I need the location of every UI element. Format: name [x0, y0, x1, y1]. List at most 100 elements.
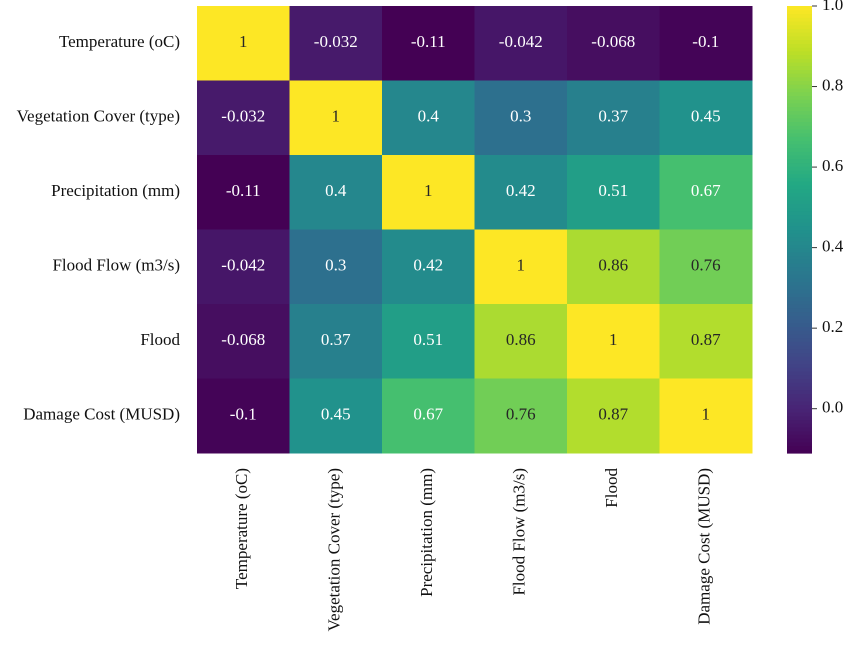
heatmap-cell — [659, 155, 753, 230]
cell-value-label: 0.45 — [691, 107, 721, 126]
heatmap-cell — [474, 378, 568, 454]
colorbar-slice — [787, 356, 812, 361]
colorbar-slice — [787, 296, 812, 301]
colorbar-slice — [787, 374, 812, 380]
heatmap-cell — [474, 304, 568, 379]
cell-value-label: -0.042 — [221, 256, 265, 275]
x-tick-label: Vegetation Cover (type) — [325, 468, 344, 631]
y-tick-label: Flood Flow (m3/s) — [52, 256, 180, 275]
cell-value-label: 1 — [239, 32, 248, 51]
colorbar-slice — [787, 169, 812, 175]
colorbar-slice — [787, 255, 812, 260]
cell-value-label: -0.042 — [499, 32, 543, 51]
cell-value-label: 0.76 — [506, 405, 536, 424]
cell-value-label: 0.86 — [506, 330, 536, 349]
colorbar-slice — [787, 199, 812, 205]
cell-value-label: 0.86 — [598, 256, 628, 275]
cell-value-label: 0.87 — [598, 405, 628, 424]
heatmap-cell — [289, 6, 383, 81]
heatmap-cell — [474, 229, 568, 305]
colorbar-slice — [787, 408, 812, 413]
colorbar-slice — [787, 162, 812, 167]
colorbar-slice — [787, 143, 812, 149]
colorbar-slice — [787, 173, 812, 178]
colorbar-slice — [787, 106, 812, 111]
heatmap-cell — [289, 80, 383, 156]
heatmap-cell — [567, 378, 660, 454]
colorbar-slice — [787, 218, 812, 223]
colorbar-slice — [787, 233, 812, 238]
colorbar-slice — [787, 132, 812, 137]
cell-value-label: 0.87 — [691, 330, 721, 349]
colorbar-slice — [787, 277, 812, 283]
colorbar-slice — [787, 158, 812, 164]
heatmap-cell — [382, 6, 475, 81]
cell-value-label: 0.37 — [598, 107, 628, 126]
colorbar-slice — [787, 80, 812, 85]
heatmap-cell — [567, 80, 660, 156]
colorbar-slice — [787, 352, 812, 357]
colorbar-slice — [787, 285, 812, 290]
heatmap-cell — [567, 155, 660, 230]
colorbar-slice — [787, 419, 812, 424]
colorbar-slice — [787, 322, 812, 327]
cell-value-label: 0.45 — [321, 405, 351, 424]
colorbar-slice — [787, 28, 812, 33]
y-tick-label: Temperature (oC) — [59, 32, 180, 51]
colorbar-slice — [787, 426, 812, 432]
colorbar-slice — [787, 244, 812, 249]
colorbar-slice — [787, 248, 812, 253]
cell-value-label: 1 — [609, 330, 618, 349]
colorbar-slice — [787, 117, 812, 123]
y-tick-label: Flood — [140, 330, 180, 349]
colorbar-slice — [787, 311, 812, 316]
colorbar-slice — [787, 445, 812, 450]
colorbar-slice — [787, 102, 812, 108]
heatmap-cell — [382, 378, 475, 454]
colorbar-slice — [787, 412, 812, 417]
heatmap-cell — [474, 80, 568, 156]
colorbar-slice — [787, 430, 812, 435]
heatmap-cell — [659, 304, 753, 379]
cell-value-label: 0.42 — [506, 181, 536, 200]
colorbar-slice — [787, 397, 812, 402]
colorbar-slice — [787, 438, 812, 443]
colorbar-slice — [787, 404, 812, 409]
colorbar-slice — [787, 222, 812, 227]
colorbar-slice — [787, 263, 812, 268]
colorbar-slice — [787, 195, 812, 201]
colorbar-slice — [787, 147, 812, 152]
x-tick-label: Flood Flow (m3/s) — [510, 468, 529, 596]
cell-value-label: -0.068 — [591, 32, 635, 51]
colorbar-slice — [787, 307, 812, 313]
colorbar-tick-label: 0.2 — [822, 317, 843, 336]
colorbar-slice — [787, 58, 812, 63]
colorbar-slice — [787, 91, 812, 96]
heatmap-cell — [567, 6, 660, 81]
colorbar-slice — [787, 318, 812, 324]
cell-value-label: -0.1 — [230, 405, 257, 424]
colorbar-slice — [787, 207, 812, 212]
heatmap-cell — [659, 378, 753, 454]
colorbar-slice — [787, 289, 812, 294]
colorbar-slice — [787, 292, 812, 298]
cell-value-label: 0.4 — [418, 107, 440, 126]
heatmap-cell — [197, 80, 290, 156]
cell-value-label: 0.67 — [413, 405, 443, 424]
colorbar-slice — [787, 9, 812, 15]
heatmap-cell — [474, 155, 568, 230]
heatmap-cell — [197, 155, 290, 230]
heatmap-cell — [659, 80, 753, 156]
colorbar-slice — [787, 128, 812, 134]
colorbar-slice — [787, 393, 812, 398]
colorbar-slice — [787, 73, 812, 78]
colorbar-slice — [787, 136, 812, 141]
colorbar-slice — [787, 32, 812, 37]
colorbar-slice — [787, 69, 812, 74]
cell-value-label: -0.11 — [226, 181, 261, 200]
heatmap-cell — [659, 6, 753, 81]
colorbar-tick-label: 0.4 — [822, 237, 844, 256]
heatmap-cell — [382, 155, 475, 230]
colorbar-slice — [787, 6, 812, 11]
y-tick-label: Vegetation Cover (type) — [17, 107, 180, 126]
